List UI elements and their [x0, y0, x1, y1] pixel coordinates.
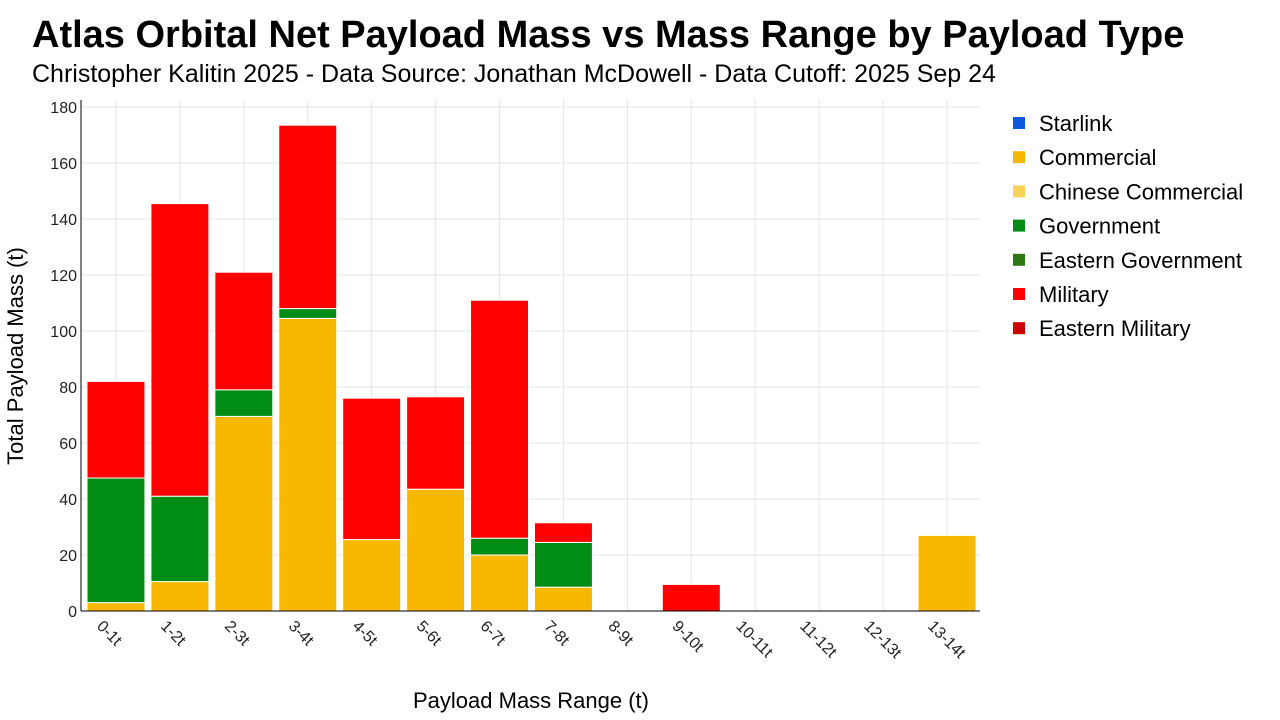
y-axis-title: Total Payload Mass (t): [3, 247, 28, 465]
bar-2-3t-government: [214, 389, 274, 417]
bar-5-6t-commercial: [406, 488, 466, 612]
y-tick-label-8: 160: [50, 156, 77, 173]
bar-7-8t-government: [534, 541, 593, 588]
bar-1-2t-commercial: [150, 581, 210, 612]
x-tick-label-9-10t: 9-10t: [668, 618, 706, 656]
x-tick-label-11-12t: 11-12t: [796, 618, 840, 662]
bar-3-4t-military: [278, 124, 338, 310]
bar-6-7t-government: [470, 537, 530, 556]
bar-6-7t-commercial: [470, 554, 530, 612]
x-tick-label-4-5t: 4-5t: [349, 618, 381, 650]
x-tick-label-1-2t: 1-2t: [157, 618, 189, 650]
bar-0-1t-commercial: [86, 602, 146, 612]
x-tick-label-12-13t: 12-13t: [860, 618, 904, 662]
y-tick-label-6: 120: [50, 268, 77, 285]
legend-swatch-commercial: [1013, 151, 1025, 164]
bar-4-5t-military: [342, 397, 402, 541]
legend-swatch-chinese-commercial: [1013, 185, 1025, 198]
bars: [86, 124, 977, 612]
y-tick-label-4: 80: [59, 380, 77, 397]
legend-swatch-eastern-government: [1013, 253, 1025, 266]
y-tick-label-9: 180: [50, 100, 77, 117]
x-tick-label-10-11t: 10-11t: [732, 618, 776, 662]
legend-label-eastern-government: Eastern Government: [1039, 248, 1242, 273]
legend-label-commercial: Commercial: [1039, 145, 1156, 170]
y-tick-label-5: 100: [50, 324, 77, 341]
x-tick-label-6-7t: 6-7t: [477, 618, 509, 650]
legend-swatch-starlink: [1013, 117, 1025, 129]
legend-swatch-military: [1013, 288, 1025, 300]
legend-label-starlink: Starlink: [1039, 111, 1113, 136]
bar-7-8t-military: [534, 522, 593, 543]
legend-label-government: Government: [1039, 214, 1160, 239]
bar-3-4t-commercial: [278, 317, 338, 612]
bar-13-14t-commercial: [917, 534, 977, 612]
bar-2-3t-commercial: [214, 415, 274, 612]
y-tick-label-7: 140: [50, 212, 77, 229]
chart-title: Atlas Orbital Net Payload Mass vs Mass R…: [32, 14, 1185, 56]
bar-5-6t-military: [406, 396, 466, 490]
legend-label-chinese-commercial: Chinese Commercial: [1039, 179, 1243, 204]
x-tick-label-13-14t: 13-14t: [924, 618, 968, 662]
y-tick-label-1: 20: [59, 548, 77, 565]
y-tick-label-2: 40: [59, 492, 77, 509]
x-tick-label-8-9t: 8-9t: [605, 618, 637, 650]
bar-0-1t-government: [86, 477, 146, 604]
x-tick-label-5-6t: 5-6t: [413, 618, 445, 650]
x-tick-label-0-1t: 0-1t: [93, 618, 125, 650]
x-tick-label-3-4t: 3-4t: [285, 618, 317, 650]
legend-swatch-eastern-military: [1013, 322, 1025, 335]
chart-subtitle: Christopher Kalitin 2025 - Data Source: …: [32, 60, 996, 88]
y-tick-label-3: 60: [59, 436, 77, 453]
x-axis-title: Payload Mass Range (t): [413, 688, 649, 713]
legend-swatch-government: [1013, 219, 1025, 232]
bar-9-10t-military: [661, 583, 721, 612]
y-tick-label-0: 0: [68, 604, 77, 621]
bar-1-2t-military: [150, 203, 210, 497]
bar-6-7t-military: [470, 299, 530, 539]
bar-3-4t-government: [278, 308, 338, 319]
bar-7-8t-commercial: [534, 586, 593, 612]
x-tick-label-2-3t: 2-3t: [221, 618, 253, 650]
legend-label-eastern-military: Eastern Military: [1039, 316, 1191, 341]
legend-label-military: Military: [1039, 282, 1109, 307]
bar-4-5t-commercial: [342, 539, 402, 612]
bar-2-3t-military: [214, 271, 274, 391]
bar-0-1t-military: [86, 380, 146, 479]
y-tick-labels: 0 20 40 60 80 100 120 140 160 180: [50, 100, 77, 621]
bar-1-2t-government: [150, 495, 210, 583]
x-tick-labels: 0-1t 1-2t 2-3t 3-4t 4-5t 5-6t 6-7t 7-8t 8-9t 9-10…: [93, 618, 969, 662]
legend: Starlink Commercial Chinese Commercial Gove…: [1013, 111, 1243, 341]
axes: [80, 100, 980, 612]
x-tick-label-7-8t: 7-8t: [541, 618, 573, 650]
